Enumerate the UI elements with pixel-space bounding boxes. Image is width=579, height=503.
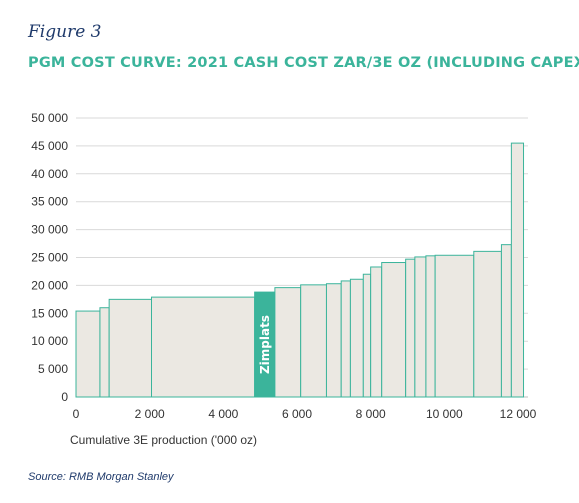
source-note: Source: RMB Morgan Stanley bbox=[28, 471, 174, 483]
figure-label: Figure 3 bbox=[28, 22, 102, 42]
bar bbox=[370, 266, 383, 398]
x-tick-label: 0 bbox=[73, 407, 80, 421]
bar-label-zimplats: Zimplats bbox=[258, 315, 272, 374]
x-tick-label: 12 000 bbox=[500, 407, 537, 421]
x-tick-label: 8 000 bbox=[356, 407, 386, 421]
bar bbox=[405, 258, 416, 398]
bar bbox=[274, 287, 302, 398]
bar bbox=[151, 296, 256, 398]
bar bbox=[500, 244, 512, 398]
y-tick-label: 10 000 bbox=[31, 334, 68, 348]
y-tick-label: 25 000 bbox=[31, 251, 68, 265]
y-tick-label: 40 000 bbox=[31, 167, 68, 181]
y-tick-label: 5 000 bbox=[38, 362, 68, 376]
bar bbox=[362, 273, 372, 398]
y-tick-label: 35 000 bbox=[31, 195, 68, 209]
bar bbox=[425, 255, 436, 398]
y-tick-label: 45 000 bbox=[31, 139, 68, 153]
y-tick-label: 15 000 bbox=[31, 306, 68, 320]
x-axis-label: Cumulative 3E production ('000 oz) bbox=[70, 433, 258, 447]
x-tick-label: 4 000 bbox=[208, 407, 238, 421]
x-tick-label: 10 000 bbox=[426, 407, 463, 421]
chart-title: PGM COST CURVE: 2021 CASH COST ZAR/3E OZ… bbox=[28, 55, 579, 71]
y-tick-label: 20 000 bbox=[31, 278, 68, 292]
bar bbox=[75, 310, 101, 398]
bar bbox=[300, 284, 327, 398]
x-tick-label: 6 000 bbox=[282, 407, 312, 421]
bar bbox=[325, 283, 342, 398]
bar bbox=[340, 280, 351, 398]
y-axis-tick-labels: 0 5 000 10 000 15 000 20 000 25 000 30 000 35 0… bbox=[31, 111, 68, 404]
bar bbox=[434, 254, 475, 398]
bar bbox=[414, 256, 427, 398]
bar bbox=[108, 298, 153, 398]
x-axis-tick-labels: 0 2 000 4 000 6 000 8 000 10 000 12 000 bbox=[73, 407, 537, 421]
bar bbox=[510, 142, 525, 398]
bar bbox=[381, 262, 407, 398]
x-tick-label: 2 000 bbox=[135, 407, 165, 421]
bar bbox=[99, 307, 110, 398]
bar bbox=[473, 250, 502, 398]
bars: Zimplats bbox=[75, 142, 525, 398]
bar bbox=[349, 278, 364, 398]
y-tick-label: 50 000 bbox=[31, 111, 68, 125]
y-tick-label: 30 000 bbox=[31, 223, 68, 237]
y-tick-label: 0 bbox=[61, 390, 68, 404]
